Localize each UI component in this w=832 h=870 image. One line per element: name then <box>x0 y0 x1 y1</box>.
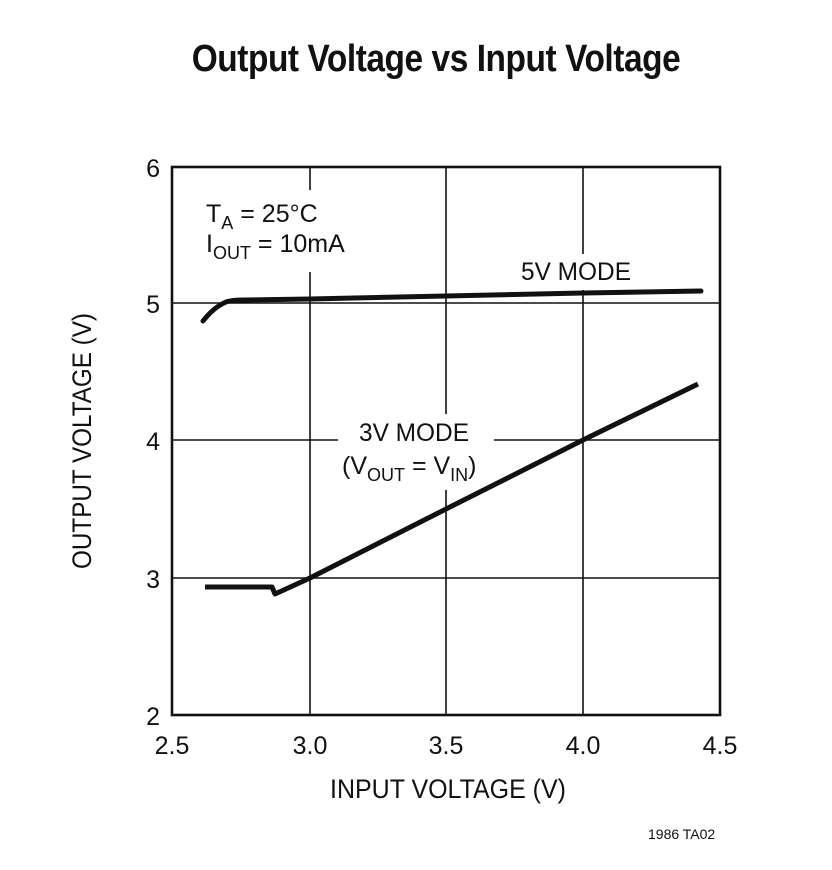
svg-text:TA = 25°C: TA = 25°C <box>206 200 318 233</box>
y-tick: 2 <box>146 703 160 731</box>
three-v-mode-equation: (VOUT = VIN) <box>342 452 477 485</box>
x-tick: 2.5 <box>155 732 190 760</box>
figure-id: 1986 TA02 <box>648 826 716 842</box>
annotation-bg <box>198 190 358 272</box>
series-3v-mode <box>205 381 700 597</box>
y-tick: 4 <box>146 428 160 456</box>
x-tick: 3.0 <box>293 732 328 760</box>
svg-text:IOUT = 10mA: IOUT = 10mA <box>206 230 345 263</box>
five-v-label-bg <box>515 254 637 290</box>
series-5v-mode <box>200 288 704 324</box>
plot-frame <box>170 165 722 717</box>
x-axis-label: INPUT VOLTAGE (V) <box>330 774 566 804</box>
iout-subscript: OUT <box>213 243 251 263</box>
iout-value: = 10mA <box>251 230 345 258</box>
y-axis-ticks: 6 5 4 3 2 <box>146 155 160 731</box>
y-tick: 5 <box>146 291 160 319</box>
three-v-mode-label: 3V MODE <box>359 419 469 447</box>
x-tick: 4.0 <box>566 732 601 760</box>
y-axis-label: OUTPUT VOLTAGE (V) <box>67 313 97 569</box>
iout-symbol: I <box>206 230 213 258</box>
three-v-label-bg <box>338 414 494 490</box>
x-tick: 3.5 <box>429 732 464 760</box>
chart-title: Output Voltage vs Input Voltage <box>191 38 681 80</box>
y-tick: 3 <box>146 566 160 594</box>
x-tick: 4.5 <box>703 732 738 760</box>
five-v-mode-label: 5V MODE <box>521 258 631 286</box>
ta-symbol: T <box>206 200 221 228</box>
x-axis-ticks: 2.5 3.0 3.5 4.0 4.5 <box>155 732 738 760</box>
conditions-annotation: TA = 25°C IOUT = 10mA <box>206 200 345 263</box>
y-tick: 6 <box>146 155 160 183</box>
ta-value: = 25°C <box>233 200 317 228</box>
ta-subscript: A <box>221 213 233 233</box>
